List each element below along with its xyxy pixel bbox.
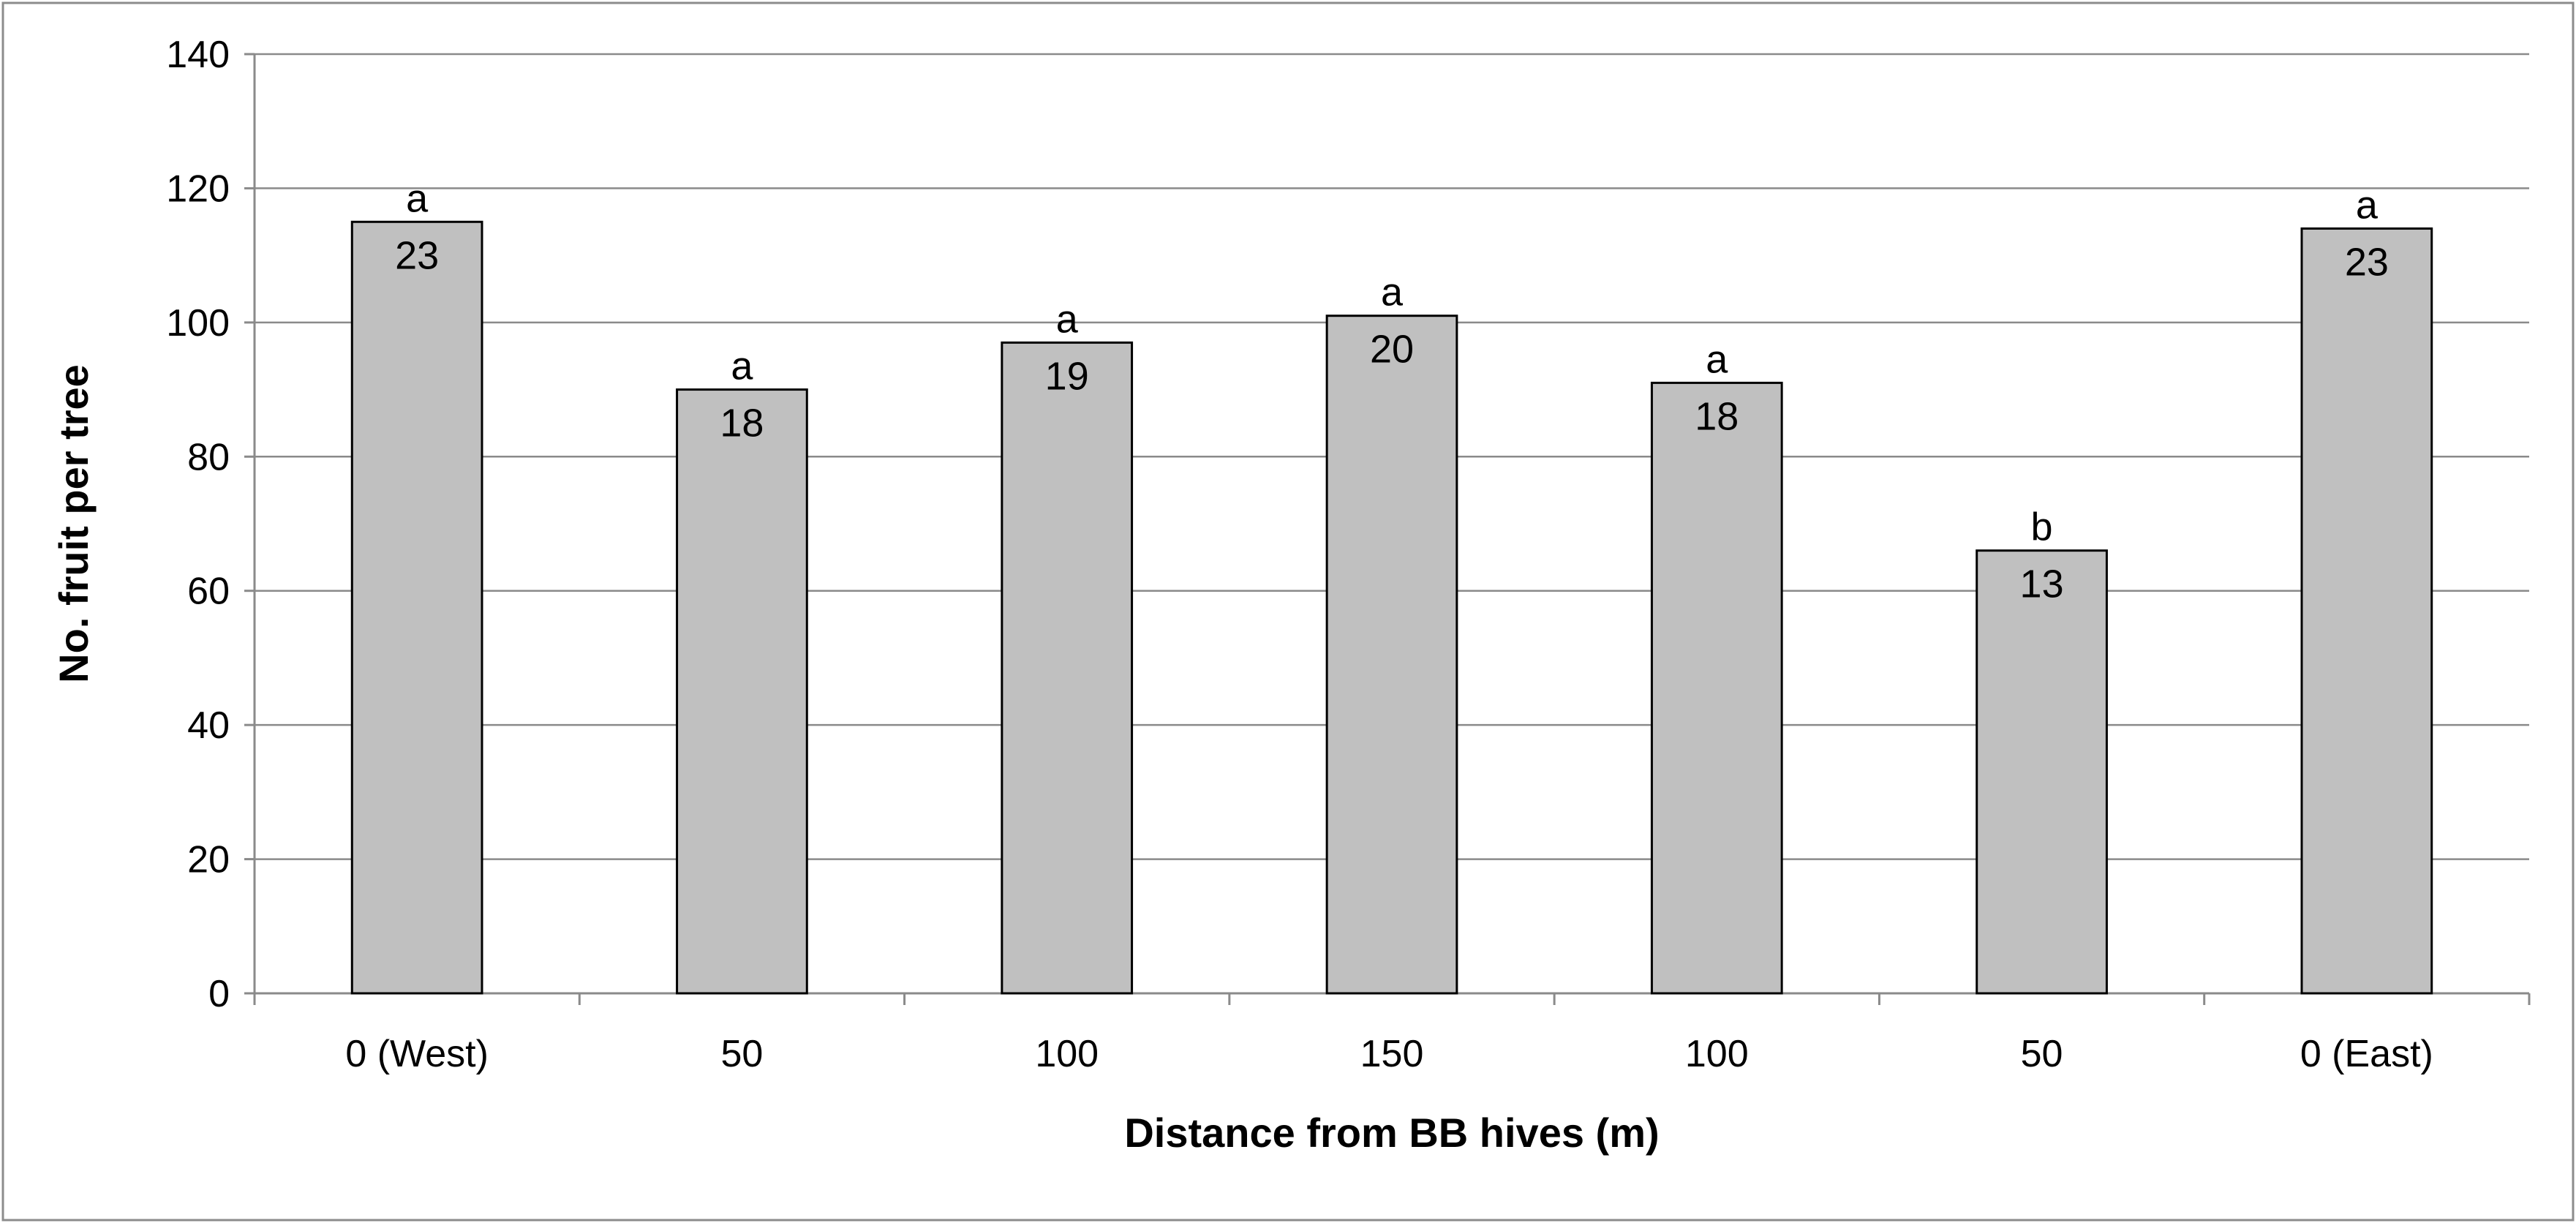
significance-letter: a [731, 345, 753, 388]
y-tick-label: 40 [187, 704, 230, 747]
bar [1325, 315, 1458, 995]
bar [676, 388, 808, 995]
x-tick-label: 50 [2021, 1033, 2063, 1075]
y-tick-label: 60 [187, 571, 230, 613]
bar [1001, 341, 1134, 995]
y-tick-label: 120 [166, 168, 230, 210]
y-tick-label: 100 [166, 302, 230, 345]
count-label: 20 [1370, 328, 1414, 372]
x-tick-label: 100 [1685, 1033, 1749, 1075]
significance-letter: a [2356, 183, 2379, 227]
x-tick-label: 100 [1035, 1033, 1099, 1075]
x-tick-label: 50 [721, 1033, 764, 1075]
bars [350, 220, 2433, 995]
x-tick-label: 150 [1360, 1033, 1424, 1075]
significance-letter: a [406, 176, 429, 220]
y-axis-title: No. fruit per tree [50, 364, 97, 683]
x-axis-title: Distance from BB hives (m) [1124, 1110, 1659, 1156]
bar [1976, 549, 2108, 995]
x-tick-label: 0 (East) [2300, 1033, 2433, 1075]
count-label: 13 [2020, 562, 2064, 606]
significance-letter: a [1056, 297, 1079, 341]
x-tick-label: 0 (West) [345, 1033, 489, 1075]
y-tick-label: 140 [166, 34, 230, 76]
count-label: 18 [720, 402, 764, 445]
count-label: 18 [1695, 394, 1739, 438]
count-label: 23 [2345, 240, 2389, 284]
significance-letter: a [1706, 337, 1728, 381]
y-tick-label: 0 [208, 973, 230, 1015]
labels: 0 20 40 60 80 100 120 140 a 23 0 (West) a 18 50 a 19 100… [166, 34, 2433, 1075]
significance-letter: a [1381, 271, 1404, 315]
count-label: 19 [1045, 354, 1089, 398]
bar [1650, 381, 1783, 995]
count-label: 23 [395, 233, 439, 277]
bar [2300, 227, 2433, 995]
y-tick-label: 20 [187, 839, 230, 881]
bar [350, 220, 483, 995]
significance-letter: b [2031, 505, 2053, 549]
y-tick-label: 80 [187, 436, 230, 478]
